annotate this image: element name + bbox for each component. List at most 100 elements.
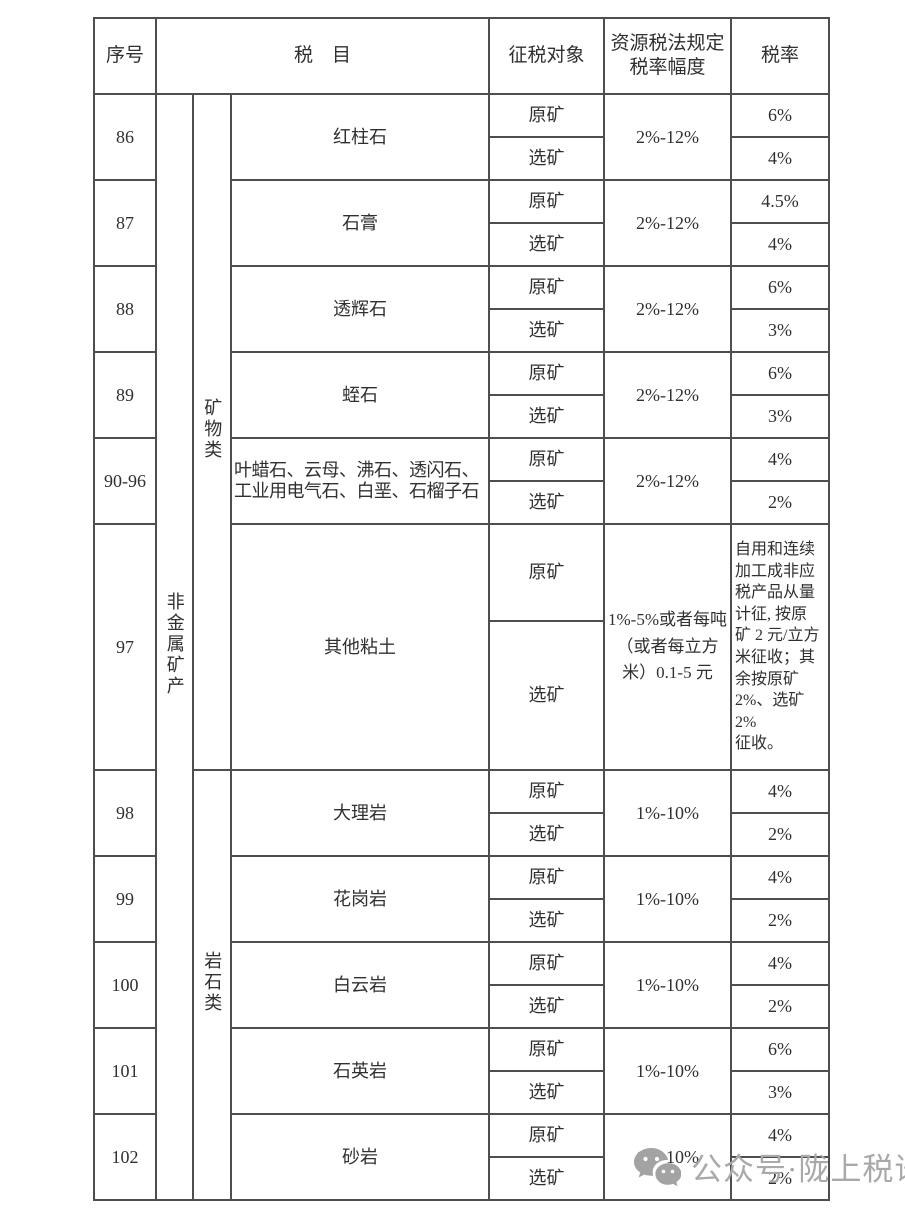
wechat-icon [634,1147,681,1186]
rate-sel-87: 4% [730,222,830,267]
object-raw-100: 原矿 [488,941,605,986]
subcategory-rocks-label: 岩石类 [202,950,223,1014]
object-sel-102: 选矿 [488,1156,605,1201]
rate-sel-98: 2% [730,812,830,857]
header-rate-range: 资源税法规定 税率幅度 [603,17,732,95]
rate-sel-101: 3% [730,1070,830,1115]
rate-raw-87: 4.5% [730,179,830,224]
rate-raw-99: 4% [730,855,830,900]
header-row: 序号 税 目 征税对象 资源税法规定 税率幅度 税率 [93,17,830,95]
table-row: 87 石膏 原矿 2%-12% 4.5% [93,179,830,267]
range-97: 1%-5%或者每吨 （或者每立方 米）0.1-5 元 [603,523,732,771]
item-name-99: 花岗岩 [230,855,490,943]
serial-97: 97 [93,523,157,771]
item-name-101: 石英岩 [230,1027,490,1115]
serial-89: 89 [93,351,157,439]
item-name-102: 砂岩 [230,1113,490,1201]
item-name-86: 红柱石 [230,93,490,181]
rate-sel-102: 2% [730,1156,830,1201]
rate-raw-88: 6% [730,265,830,310]
table-row: 88 透辉石 原矿 2%-12% 6% [93,265,830,353]
object-raw-99: 原矿 [488,855,605,900]
object-sel-90-96: 选矿 [488,480,605,525]
tax-rate-table: 序号 税 目 征税对象 资源税法规定 税率幅度 税率 86 非金属矿产 矿物类 … [93,17,830,1201]
table-row: 97 其他粘土 原矿 1%-5%或者每吨 （或者每立方 米）0.1-5 元 自用… [93,523,830,771]
object-raw-87: 原矿 [488,179,605,224]
watermark-text: 公众号·陇上税语 [691,1152,905,1187]
watermark: 公众号·陇上税语 [633,1144,905,1189]
object-sel-98: 选矿 [488,812,605,857]
rate-raw-98: 4% [730,769,830,814]
resource-tax-table: 序号 税 目 征税对象 资源税法规定 税率幅度 税率 86 非金属矿产 矿物类 … [93,17,830,1201]
object-sel-99: 选矿 [488,898,605,943]
serial-98: 98 [93,769,157,857]
rate-97: 自用和连续 加工成非应 税产品从量 计征, 按原 矿 2 元/立方 米征收；其 … [730,523,830,771]
item-name-87: 石膏 [230,179,490,267]
object-raw-102: 原矿 [488,1113,605,1158]
range-99: 1%-10% [603,855,732,943]
table-row: 选矿 4% [94,222,830,267]
category-nonmetal-label: 非金属矿产 [164,591,185,697]
serial-90-96: 90-96 [93,437,157,525]
range-98: 1%-10% [603,769,732,857]
range-87: 2%-12% [603,179,732,267]
object-sel-88: 选矿 [488,308,605,353]
rate-raw-102: 4% [730,1113,830,1158]
table-row: 选矿 2% [94,812,830,857]
object-raw-97: 原矿 [488,523,605,622]
serial-87: 87 [93,179,157,267]
range-101: 1%-10% [603,1027,732,1115]
table-row: 选矿 2% [94,480,830,525]
rate-raw-100: 4% [730,941,830,986]
item-name-97: 其他粘土 [230,523,490,771]
serial-88: 88 [93,265,157,353]
rate-raw-90-96: 4% [730,437,830,482]
range-100: 1%-10% [603,941,732,1029]
item-name-90-96: 叶蜡石、云母、沸石、透闪石、 工业用电气石、白垩、石榴子石 [230,437,490,525]
table-row: 90-96 叶蜡石、云母、沸石、透闪石、 工业用电气石、白垩、石榴子石 原矿 2… [93,437,830,525]
object-sel-86: 选矿 [488,136,605,181]
table-row: 选矿 [94,620,829,771]
table-row: 选矿 3% [94,308,830,353]
rate-sel-88: 3% [730,308,830,353]
object-raw-98: 原矿 [488,769,605,814]
object-sel-87: 选矿 [488,222,605,267]
table-row: 选矿 4% [94,136,830,181]
rate-sel-89: 3% [730,394,830,439]
table-row: 选矿 2% [94,898,830,943]
category-nonmetal: 非金属矿产 [155,93,194,1201]
item-name-88: 透辉石 [230,265,490,353]
object-raw-88: 原矿 [488,265,605,310]
rate-sel-90-96: 2% [730,480,830,525]
header-serial: 序号 [93,17,157,95]
rate-raw-89: 6% [730,351,830,396]
rate-raw-86: 6% [730,93,830,138]
header-tax-object: 征税对象 [488,17,605,95]
item-name-100: 白云岩 [230,941,490,1029]
rate-sel-86: 4% [730,136,830,181]
object-raw-90-96: 原矿 [488,437,605,482]
object-sel-100: 选矿 [488,984,605,1029]
serial-86: 86 [93,93,157,181]
subcategory-rocks: 岩石类 [192,769,232,1201]
range-86: 2%-12% [603,93,732,181]
table-row: 99 花岗岩 原矿 1%-10% 4% [93,855,830,943]
rate-sel-99: 2% [730,898,830,943]
table-row: 86 非金属矿产 矿物类 红柱石 原矿 2%-12% 6% [93,93,830,1201]
table-row: 选矿 2% [94,1156,830,1201]
object-sel-101: 选矿 [488,1070,605,1115]
table-row: 100 白云岩 原矿 1%-10% 4% [93,941,830,1029]
table-row: 89 蛭石 原矿 2%-12% 6% [93,351,830,439]
range-88: 2%-12% [603,265,732,353]
rate-sel-100: 2% [730,984,830,1029]
table-row: 选矿 3% [94,1070,830,1115]
table-row: 101 石英岩 原矿 1%-10% 6% [93,1027,830,1115]
object-raw-86: 原矿 [488,93,605,138]
item-name-89: 蛭石 [230,351,490,439]
serial-101: 101 [93,1027,157,1115]
object-raw-101: 原矿 [488,1027,605,1072]
table-row: 选矿 3% [94,394,830,439]
subcategory-minerals-label: 矿物类 [202,397,223,461]
subcategory-minerals: 矿物类 [192,93,232,771]
